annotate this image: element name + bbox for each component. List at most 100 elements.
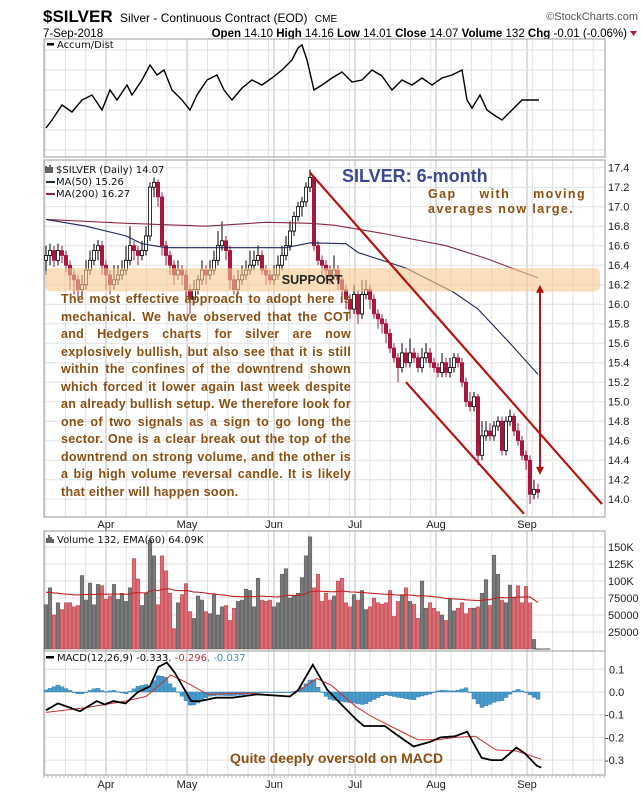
ma50-line (45, 218, 539, 375)
volume-bar (119, 592, 125, 650)
candle-down (512, 415, 517, 432)
volume-bar (147, 539, 153, 650)
volume-bar (299, 577, 305, 650)
macd-histogram-bar (351, 691, 357, 704)
month-axis-label: Jun (265, 519, 283, 531)
volume-bar (403, 587, 409, 650)
macd-histogram-bar (271, 691, 277, 693)
ma200-legend: MA(200) 16.27 (56, 189, 130, 200)
volume-bar (319, 601, 325, 650)
volume-bar (155, 604, 161, 650)
candle-down (131, 245, 136, 251)
volume-bar (307, 536, 313, 650)
candle-down (516, 430, 521, 442)
macd-histogram-bar (403, 691, 409, 699)
macd-histogram-bar (355, 691, 361, 704)
volume-label: Volume (462, 28, 503, 40)
accum-dist-line (45, 43, 539, 129)
volume-bar (91, 604, 97, 650)
macd-axis-tick: -0.1 (605, 710, 624, 722)
macd-histogram-bar (267, 691, 273, 693)
volume-bar (223, 605, 229, 650)
instrument-name: Silver - Continuous Contract (EOD) (120, 11, 307, 25)
volume-axis-tick: 75000 (608, 593, 639, 605)
volume-bar (115, 599, 121, 650)
accum-dist-legend-swatch (47, 43, 54, 46)
volume-bar (211, 594, 217, 650)
support-band (45, 268, 600, 292)
macd-histogram-bar (323, 691, 329, 697)
macd-histogram-bar (443, 690, 449, 693)
macd-histogram-bar (43, 689, 49, 693)
volume-bar (287, 597, 293, 650)
macd-histogram-bar (167, 683, 173, 693)
candlestick-icon (45, 165, 53, 173)
macd-histogram-bar (439, 690, 445, 693)
volume-bar (331, 595, 337, 650)
month-axis-label: Aug (426, 519, 446, 531)
volume-bar (483, 579, 489, 650)
candle-up (143, 235, 148, 251)
volume-bar (267, 599, 273, 650)
axis-labels: 17.4 17.2 17.0 16.8 16.6 16.4 16.2 16.0 15.8 15.6… (43, 163, 639, 791)
volume-bar (339, 578, 345, 650)
price-axis-tick: 15.2 (608, 377, 629, 389)
candle-up (291, 216, 296, 232)
volume-bar (371, 597, 377, 650)
price-axis-tick: 17.4 (608, 163, 629, 175)
price-axis-tick: 14.0 (608, 494, 629, 506)
volume-bar (167, 592, 173, 650)
volume-bar (471, 607, 477, 650)
volume-bar (303, 555, 309, 650)
macd-histogram-bar (511, 690, 517, 693)
volume-bar (83, 599, 89, 650)
volume-bar (375, 602, 381, 650)
volume-bars-icon (46, 535, 54, 543)
candle-up (44, 255, 49, 261)
candle-down (167, 255, 172, 266)
candle-down (375, 313, 380, 320)
month-axis-label: Sep (517, 779, 537, 791)
volume-bar (311, 587, 317, 650)
close-label: Close (395, 28, 426, 40)
volume-legend-text: Volume 132, EMA(60) 64.09K (57, 535, 204, 546)
candle-down (311, 177, 316, 247)
volume-bar (395, 601, 401, 650)
price-legend: $SILVER (Daily) 14.07 MA(50) 15.26 MA(20… (45, 165, 164, 200)
volume-bar (451, 610, 457, 650)
volume-bar (43, 604, 49, 650)
volume-bar (51, 614, 57, 650)
volume-series (43, 536, 550, 650)
candle-up (139, 250, 144, 256)
candle-down (391, 347, 396, 359)
volume-bar (519, 602, 525, 650)
volume-axis-tick: 100K (608, 576, 634, 588)
high-value: 14.16 (305, 28, 334, 40)
candle-down (415, 357, 420, 368)
volume-bar (363, 609, 369, 650)
macd-histogram-bar (411, 691, 417, 700)
chg-value: -0.01 (-0.06%) (553, 28, 627, 40)
macd-histogram-bar (383, 691, 389, 696)
price-axis-tick: 15.6 (608, 338, 629, 350)
low-label: Low (337, 28, 360, 40)
macd-histogram-bar (99, 690, 105, 693)
candle-down (315, 245, 320, 261)
volume-bar (87, 582, 93, 650)
macd-histogram-bar (287, 691, 293, 693)
macd-histogram-bar (131, 688, 137, 693)
stockcharts-brand[interactable]: ©StockCharts.com (546, 11, 638, 23)
candle-down (459, 362, 464, 383)
price-axis-tick: 16.8 (608, 221, 629, 233)
candle-down (60, 250, 65, 256)
candle-down (135, 250, 140, 256)
ma200-swatch (46, 193, 55, 195)
candle-down (499, 420, 504, 451)
volume-bar (239, 599, 245, 650)
volume-bar (251, 606, 257, 650)
price-axis-tick: 15.4 (608, 358, 629, 370)
macd-histogram-bar (127, 691, 133, 693)
month-axis-label: Jul (348, 779, 362, 791)
macd-histogram-bar (55, 684, 61, 693)
price-axis-tick: 16.6 (608, 241, 629, 253)
